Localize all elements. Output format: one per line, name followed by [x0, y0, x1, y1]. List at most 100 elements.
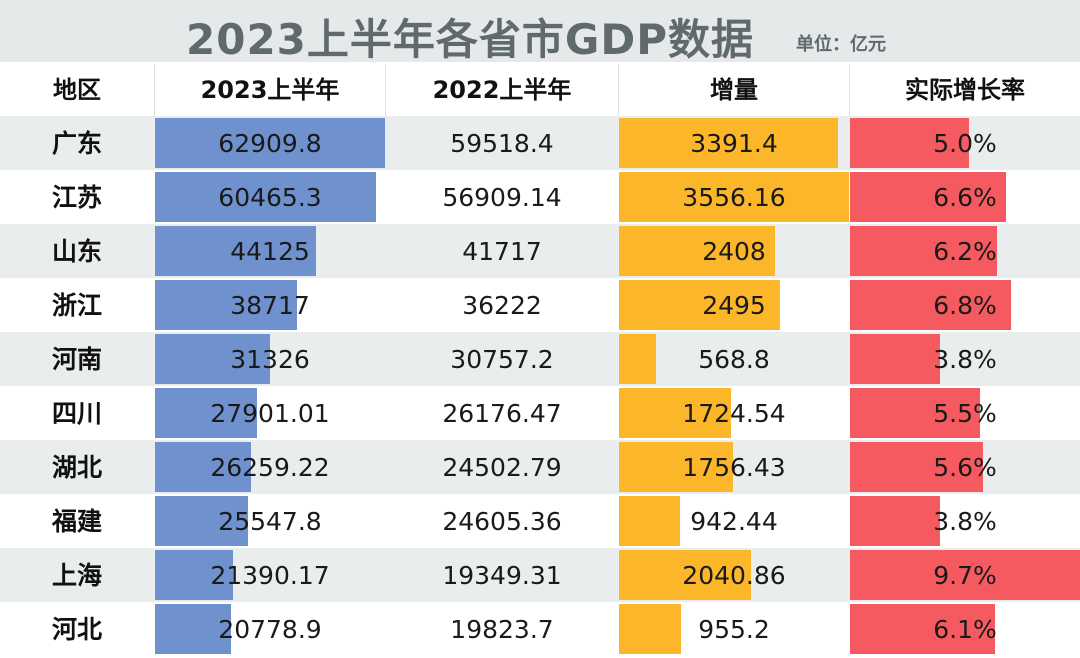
increase-cell: 2495: [619, 278, 849, 332]
header-gdp-2023: 2023上半年: [200, 76, 340, 104]
region-cell: 四川: [0, 386, 154, 440]
gdp-2023-cell: 21390.17: [155, 548, 385, 602]
gdp-2022-cell: 36222: [386, 278, 618, 332]
increase-cell: 1756.43: [619, 440, 849, 494]
gdp-2023-cell: 60465.3: [155, 170, 385, 224]
growth-rate-bar: [850, 334, 940, 384]
region-label: 浙江: [51, 291, 102, 320]
gdp-2022-value: 56909.14: [442, 183, 562, 212]
gdp-2023-cell: 31326: [155, 332, 385, 386]
increase-value: 942.44: [690, 507, 778, 536]
gdp-2023-cell: 38717: [155, 278, 385, 332]
gdp-2023-bar: [155, 604, 231, 654]
growth-rate-cell: 6.1%: [850, 602, 1080, 656]
table-row: 江苏 60465.3 56909.14 3556.16 6.6%: [0, 170, 1080, 224]
region-label: 河南: [51, 345, 102, 374]
gdp-2023-value: 25547.8: [218, 507, 322, 536]
region-cell: 河南: [0, 332, 154, 386]
gdp-2023-value: 62909.8: [218, 129, 322, 158]
gdp-2022-cell: 56909.14: [386, 170, 618, 224]
table-row: 广东 62909.8 59518.4 3391.4 5.0%: [0, 116, 1080, 170]
header-divider: [154, 64, 155, 116]
gdp-2023-bar: [155, 496, 248, 546]
growth-rate-bar: [850, 442, 983, 492]
gdp-2022-value: 41717: [462, 237, 542, 266]
increase-bar: [619, 388, 731, 438]
increase-value: 3556.16: [682, 183, 786, 212]
header-gdp-2022: 2022上半年: [432, 76, 572, 104]
growth-rate-cell: 6.6%: [850, 170, 1080, 224]
gdp-2022-value: 30757.2: [450, 345, 554, 374]
region-label: 山东: [51, 237, 102, 266]
region-cell: 浙江: [0, 278, 154, 332]
growth-rate-value: 5.6%: [933, 453, 997, 482]
table-row: 湖北 26259.22 24502.79 1756.43 5.6%: [0, 440, 1080, 494]
gdp-2022-cell: 19823.7: [386, 602, 618, 656]
header-divider: [618, 64, 619, 116]
gdp-2023-cell: 44125: [155, 224, 385, 278]
region-cell: 福建: [0, 494, 154, 548]
increase-cell: 1724.54: [619, 386, 849, 440]
gdp-2022-cell: 30757.2: [386, 332, 618, 386]
increase-value: 2495: [702, 291, 766, 320]
region-cell: 江苏: [0, 170, 154, 224]
table-row: 河北 20778.9 19823.7 955.2 6.1%: [0, 602, 1080, 656]
gdp-2023-value: 27901.01: [210, 399, 330, 428]
growth-rate-value: 9.7%: [933, 561, 997, 590]
gdp-2022-value: 36222: [462, 291, 542, 320]
gdp-2022-cell: 19349.31: [386, 548, 618, 602]
growth-rate-value: 5.5%: [933, 399, 997, 428]
growth-rate-value: 6.6%: [933, 183, 997, 212]
region-cell: 上海: [0, 548, 154, 602]
growth-rate-bar: [850, 388, 980, 438]
table-row: 上海 21390.17 19349.31 2040.86 9.7%: [0, 548, 1080, 602]
region-label: 广东: [51, 129, 102, 158]
gdp-2022-value: 26176.47: [442, 399, 562, 428]
region-cell: 山东: [0, 224, 154, 278]
table-row: 浙江 38717 36222 2495 6.8%: [0, 278, 1080, 332]
gdp-2023-bar: [155, 118, 385, 168]
increase-cell: 568.8: [619, 332, 849, 386]
growth-rate-cell: 5.0%: [850, 116, 1080, 170]
growth-rate-cell: 5.6%: [850, 440, 1080, 494]
growth-rate-bar: [850, 496, 940, 546]
growth-rate-cell: 9.7%: [850, 548, 1080, 602]
increase-bar: [619, 604, 681, 654]
gdp-2023-bar: [155, 388, 257, 438]
gdp-2023-value: 21390.17: [210, 561, 330, 590]
gdp-2023-bar: [155, 280, 297, 330]
region-label: 福建: [51, 507, 102, 536]
growth-rate-value: 3.8%: [933, 345, 997, 374]
growth-rate-value: 6.1%: [933, 615, 997, 644]
growth-rate-bar: [850, 280, 1011, 330]
growth-rate-cell: 5.5%: [850, 386, 1080, 440]
region-cell: 湖北: [0, 440, 154, 494]
gdp-2022-cell: 59518.4: [386, 116, 618, 170]
region-label: 河北: [51, 615, 102, 644]
region-label: 四川: [51, 399, 102, 428]
growth-rate-cell: 3.8%: [850, 332, 1080, 386]
increase-cell: 2408: [619, 224, 849, 278]
growth-rate-bar: [850, 604, 995, 654]
increase-bar: [619, 496, 680, 546]
increase-cell: 942.44: [619, 494, 849, 548]
increase-bar: [619, 442, 733, 492]
table-row: 山东 44125 41717 2408 6.2%: [0, 224, 1080, 278]
increase-bar: [619, 334, 656, 384]
growth-rate-cell: 6.8%: [850, 278, 1080, 332]
growth-rate-bar: [850, 550, 1080, 600]
gdp-2023-bar: [155, 442, 251, 492]
increase-bar: [619, 550, 751, 600]
increase-value: 1756.43: [682, 453, 786, 482]
increase-cell: 3391.4: [619, 116, 849, 170]
growth-rate-cell: 3.8%: [850, 494, 1080, 548]
growth-rate-bar: [850, 226, 997, 276]
gdp-2023-bar: [155, 172, 376, 222]
gdp-2023-cell: 20778.9: [155, 602, 385, 656]
increase-value: 955.2: [698, 615, 770, 644]
page-title: 2023上半年各省市GDP数据: [186, 15, 755, 64]
growth-rate-value: 3.8%: [933, 507, 997, 536]
gdp-2023-value: 26259.22: [210, 453, 330, 482]
gdp-2023-value: 31326: [230, 345, 310, 374]
region-label: 湖北: [51, 453, 102, 482]
